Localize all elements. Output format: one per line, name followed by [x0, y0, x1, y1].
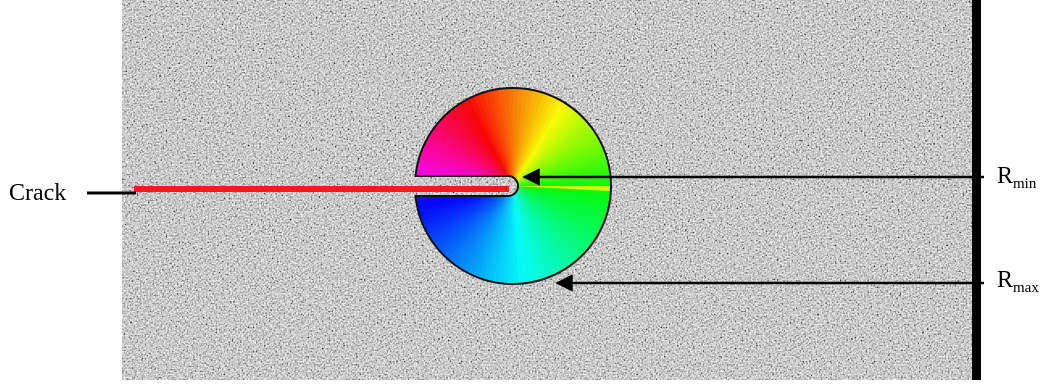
field-sector — [513, 97, 570, 186]
rmin-label-main: R — [997, 163, 1014, 189]
field-sector — [444, 106, 513, 186]
field-sector — [447, 186, 513, 269]
field-sector — [466, 92, 513, 186]
rmin-label-sub: min — [1013, 176, 1037, 192]
rmax-label: Rmax — [997, 268, 1039, 296]
field-sector — [513, 186, 540, 284]
field-sector — [513, 186, 569, 275]
field-sector — [462, 94, 513, 186]
rmin-label: Rmin — [997, 164, 1036, 192]
field-sector — [452, 186, 513, 272]
field-sector — [502, 88, 513, 186]
field-sector — [511, 186, 519, 284]
field-sector — [448, 102, 513, 186]
field-sector — [513, 186, 578, 270]
field-sector — [513, 186, 602, 243]
field-sector — [513, 103, 579, 186]
field-sector — [513, 186, 545, 284]
field-sector — [513, 186, 589, 259]
field-sector — [513, 100, 574, 186]
field-sector — [513, 106, 583, 186]
field-sector — [457, 97, 513, 186]
displacement-field-disk — [415, 88, 611, 284]
rmax-label-sub: max — [1013, 280, 1039, 296]
field-sector — [513, 186, 593, 256]
field-sector — [513, 186, 604, 238]
field-sector — [513, 92, 561, 186]
field-sector — [513, 186, 607, 234]
field-sector — [513, 186, 560, 280]
field-sector — [513, 186, 596, 252]
field-sector — [440, 109, 513, 186]
field-sector — [427, 125, 513, 186]
specimen-edge-bar — [972, 0, 981, 380]
field-sector — [471, 90, 513, 186]
field-sector — [513, 113, 590, 186]
field-sector — [513, 186, 529, 284]
field-sector — [465, 186, 513, 280]
field-sector — [513, 186, 535, 284]
field-sector — [419, 186, 513, 233]
field-sector — [422, 134, 513, 186]
field-sector — [513, 186, 524, 284]
field-sector — [513, 186, 550, 284]
field-sector — [486, 88, 513, 186]
disk-outline — [414, 87, 612, 285]
field-sector — [421, 186, 513, 237]
field-sector — [491, 88, 513, 186]
field-sector — [476, 88, 513, 186]
field-sector — [461, 186, 513, 277]
field-sector — [513, 186, 599, 247]
field-sector — [426, 186, 513, 246]
field-sector — [443, 186, 513, 266]
field-sector — [507, 88, 515, 186]
field-sector — [436, 186, 513, 259]
field-sector — [437, 113, 513, 186]
field-sector — [481, 88, 513, 186]
crack-label: Crack — [9, 180, 67, 206]
field-sector — [440, 186, 513, 262]
field-sector — [497, 88, 513, 186]
field-sector — [433, 116, 513, 186]
field-sector — [433, 186, 513, 255]
field-sector — [424, 186, 513, 242]
rmax-label-main: R — [997, 267, 1014, 293]
field-sector — [430, 120, 513, 186]
field-sector — [419, 138, 513, 186]
field-sector — [513, 110, 586, 186]
field-sector — [453, 99, 513, 186]
field-sector — [513, 186, 586, 263]
field-sector — [513, 186, 582, 266]
field-sector — [429, 186, 513, 251]
field-sector — [513, 95, 565, 186]
field-sector — [456, 186, 513, 275]
field-sector — [513, 186, 555, 282]
field-sector — [513, 186, 573, 273]
field-sector — [424, 129, 513, 186]
field-sector — [513, 186, 564, 278]
